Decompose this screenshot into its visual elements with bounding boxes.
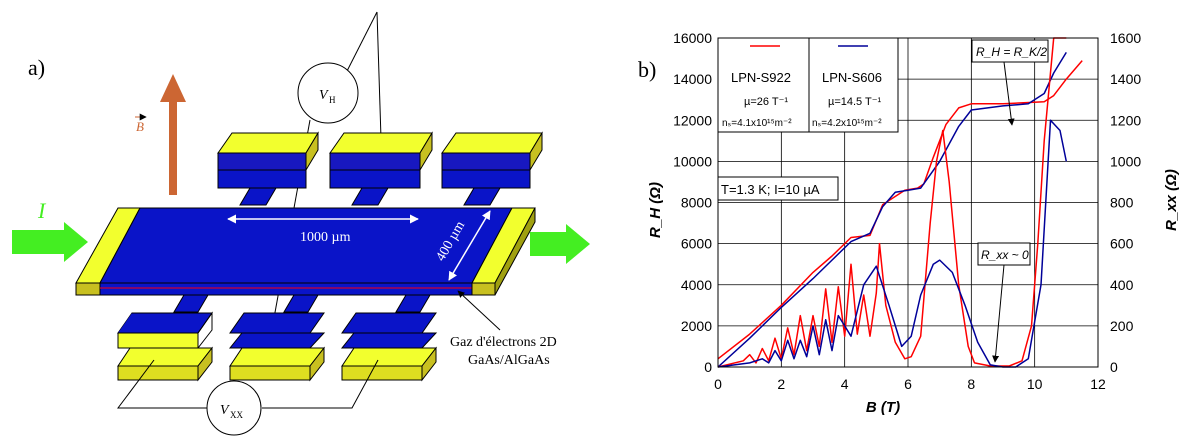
y-left-tick-label: 2000 xyxy=(681,318,712,334)
legend-name-s922: LPN-S922 xyxy=(731,70,791,85)
vh-wire-up-left xyxy=(344,11,378,76)
x-tick-label: 4 xyxy=(841,376,849,392)
panel-b-label: b) xyxy=(638,57,656,82)
legend-density-s922: nₛ=4.1x10¹⁵m⁻² xyxy=(722,118,792,129)
zero-annotation: R_xx ~ 0 xyxy=(981,248,1029,262)
series-line-lpn-s606-left xyxy=(717,52,1067,368)
y-right-tick-label: 800 xyxy=(1110,195,1134,211)
legend-mobility-s606: µ=14.5 T⁻¹ xyxy=(828,96,882,108)
y-right-tick-label: 0 xyxy=(1110,359,1118,375)
x-axis-title: B (T) xyxy=(866,399,900,416)
y-right-tick-label: 1000 xyxy=(1110,153,1141,169)
vxx-wire-right xyxy=(262,359,379,409)
vxx-label-main: V xyxy=(220,403,230,418)
series-line-lpn-s922-left xyxy=(717,60,1083,360)
legend-name-s606: LPN-S606 xyxy=(822,70,882,85)
y-left-tick-label: 14000 xyxy=(673,71,712,87)
series-line-lpn-s922-right xyxy=(717,37,1067,368)
chart-series xyxy=(717,37,1083,368)
y-right-tick-label: 400 xyxy=(1110,277,1134,293)
vh-voltmeter xyxy=(297,62,359,124)
current-arrow-in xyxy=(12,222,88,262)
x-tick-label: 10 xyxy=(1027,376,1043,392)
legend: LPN-S922 µ=26 T⁻¹ nₛ=4.1x10¹⁵m⁻² LPN-S60… xyxy=(717,37,899,133)
legend-mobility-s922: µ=26 T⁻¹ xyxy=(744,96,788,108)
plateau-annotation-arrow xyxy=(1003,61,1015,126)
field-label: B xyxy=(136,119,144,134)
x-tick-label: 6 xyxy=(904,376,912,392)
bottom-contacts xyxy=(117,294,438,382)
conditions-label: T=1.3 K; I=10 µA xyxy=(721,182,820,197)
zero-annotation-arrow xyxy=(992,264,1005,363)
vxx-voltmeter xyxy=(206,380,262,436)
y-right-axis-title: R_xx (Ω) xyxy=(1163,169,1180,231)
magnetic-field-arrow xyxy=(160,74,186,195)
y-left-tick-label: 4000 xyxy=(681,277,712,293)
y-right-tick-label: 1200 xyxy=(1110,112,1141,128)
y-right-tick-label: 200 xyxy=(1110,318,1134,334)
y-right-tick-label: 600 xyxy=(1110,236,1134,252)
y-left-tick-label: 10000 xyxy=(673,153,712,169)
plot-frame xyxy=(717,37,1099,368)
y-right-tick-label: 1600 xyxy=(1110,30,1141,46)
gas-pointer-arrow xyxy=(457,290,501,331)
hall-bar-channel xyxy=(75,207,536,296)
y-left-tick-label: 12000 xyxy=(673,112,712,128)
y-left-tick-label: 0 xyxy=(704,359,712,375)
x-tick-label: 8 xyxy=(967,376,975,392)
y-left-axis-title: R_H (Ω) xyxy=(647,182,664,238)
y-right-tick-label: 1400 xyxy=(1110,71,1141,87)
panel-a-label: a) xyxy=(28,55,45,80)
panel-a-hall-bar-diagram: a) xyxy=(12,11,590,436)
legend-density-s606: nₛ=4.2x10¹⁵m⁻² xyxy=(812,118,882,129)
gas-label-line2: GaAs/AlGaAs xyxy=(468,353,550,368)
length-label: 1000 µm xyxy=(300,230,351,245)
y-left-tick-label: 8000 xyxy=(681,195,712,211)
y-left-tick-label: 6000 xyxy=(681,236,712,252)
y-left-tick-label: 16000 xyxy=(673,30,712,46)
panel-b-chart: 0200040006000800010000120001400016000020… xyxy=(638,30,1180,416)
vh-label-sub: H xyxy=(329,95,336,105)
vxx-wire-left xyxy=(117,359,208,409)
conditions-box xyxy=(717,176,839,201)
plateau-annotation-box xyxy=(971,39,1049,63)
plateau-annotation: R_H = R_K/2 xyxy=(976,45,1047,59)
chart-ticks: 0200040006000800010000120001400016000020… xyxy=(673,30,1141,392)
current-label: I xyxy=(37,198,47,223)
x-tick-label: 0 xyxy=(714,376,722,392)
vxx-label-sub: XX xyxy=(230,410,243,420)
legend-box xyxy=(717,37,899,133)
width-dimension-arrow xyxy=(448,210,491,281)
top-contacts xyxy=(217,131,543,206)
x-tick-label: 2 xyxy=(777,376,785,392)
x-tick-label: 12 xyxy=(1090,376,1106,392)
vh-label-main: V xyxy=(319,88,329,103)
gas-label-line1: Gaz d'électrons 2D xyxy=(450,335,557,350)
current-arrow-out xyxy=(530,224,590,264)
